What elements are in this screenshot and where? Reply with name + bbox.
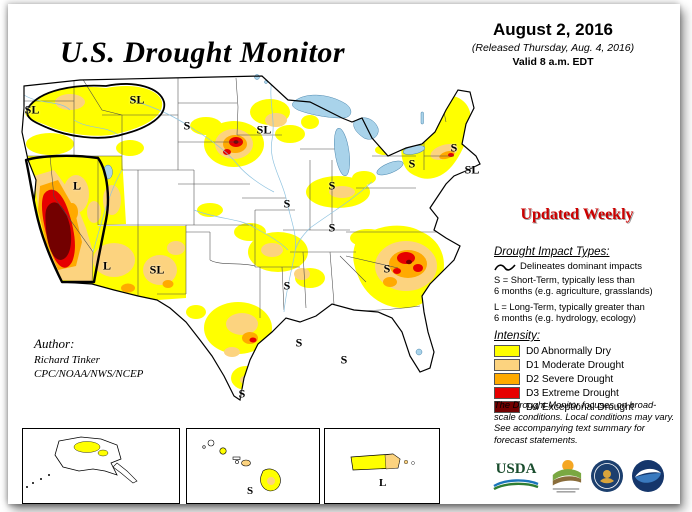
- impact-contour-icon: [494, 263, 516, 271]
- noaa-logo-icon: [632, 460, 664, 492]
- author-name: Richard Tinker: [34, 354, 100, 366]
- legend-label: D3 Extreme Drought: [526, 387, 619, 399]
- legend-swatch: [494, 345, 520, 357]
- legend-row: D4 Exceptional Drought: [494, 401, 678, 413]
- drought-mitigation-center-logo: [552, 459, 582, 493]
- legend-row: D2 Severe Drought: [494, 373, 678, 385]
- legend-swatch: [494, 387, 520, 399]
- release-date: (Released Thursday, Aug. 4, 2016): [471, 42, 635, 54]
- date-block: August 2, 2016 (Released Thursday, Aug. …: [455, 20, 651, 68]
- hawaii-map: [202, 439, 281, 492]
- map-date: August 2, 2016: [493, 20, 613, 39]
- us-outline: [21, 75, 481, 402]
- alaska-inset: [22, 428, 180, 504]
- hawaii-impact-label: S: [247, 485, 254, 497]
- commerce-seal-icon: [591, 460, 623, 492]
- author-org: CPC/NOAA/NWS/NCEP: [34, 368, 144, 380]
- legend-swatch: [494, 359, 520, 371]
- author-heading: Author:: [34, 336, 75, 351]
- intensity-rows: D0 Abnormally Dry D1 Moderate Drought D2 S…: [494, 345, 678, 413]
- impact-contours: [24, 83, 166, 284]
- page-title: U.S. Drought Monitor: [60, 36, 346, 70]
- us-map-svg: [21, 74, 481, 402]
- long-term-definition: L = Long-Term, typically greater than 6 …: [494, 301, 645, 323]
- legend-row: D3 Extreme Drought: [494, 387, 678, 399]
- great-lakes: [103, 74, 426, 356]
- puerto-rico-map: [350, 453, 415, 471]
- hawaii-inset: S: [186, 428, 320, 504]
- alaska-map: [26, 436, 138, 488]
- valid-time: Valid 8 a.m. EDT: [512, 56, 594, 68]
- short-term-definition: S = Short-Term, typically less than 6 mo…: [494, 275, 653, 296]
- drought-area-d4: [45, 140, 412, 265]
- legend-label: D0 Abnormally Dry: [526, 345, 611, 357]
- legend-label: D2 Severe Drought: [526, 373, 614, 385]
- drought-monitor-page: U.S. Drought Monitor August 2, 2016 (Rel…: [8, 4, 680, 504]
- intensity-legend: Intensity: D0 Abnormally Dry D1 Moderate …: [494, 330, 678, 415]
- usda-logo-text: USDA: [495, 461, 537, 477]
- logo-row: USDA: [490, 450, 680, 502]
- impact-types-heading: Drought Impact Types:: [494, 246, 610, 258]
- puerto-rico-impact-label: L: [379, 477, 387, 489]
- us-drought-map: SL SL S SL S S SL S L S S L SL S S S S S: [10, 60, 488, 428]
- intensity-heading: Intensity:: [494, 330, 541, 342]
- contour-label: Delineates dominant impacts: [520, 261, 642, 272]
- legend-row: D0 Abnormally Dry: [494, 345, 678, 357]
- puerto-rico-inset: L: [324, 428, 440, 504]
- legend-swatch: [494, 373, 520, 385]
- disclaimer-text: The Drought Monitor focuses on broad-sca…: [494, 400, 675, 445]
- legend-row: D1 Moderate Drought: [494, 359, 678, 371]
- state-boundaries: [22, 77, 458, 318]
- author-block: Author: Richard Tinker CPC/NOAA/NWS/NCEP: [34, 336, 204, 380]
- updated-weekly-note: Updated Weekly: [520, 206, 634, 223]
- rivers: [23, 77, 373, 313]
- usda-swoosh-icon: [493, 479, 539, 490]
- legend-label: D1 Moderate Drought: [526, 359, 624, 371]
- impact-types-legend: Drought Impact Types: Delineates dominan…: [494, 246, 678, 329]
- usda-logo: USDA: [490, 457, 542, 495]
- legend-swatch: [494, 401, 520, 413]
- contour-row: Delineates dominant impacts: [494, 261, 678, 272]
- legend-label: D4 Exceptional Drought: [526, 401, 634, 413]
